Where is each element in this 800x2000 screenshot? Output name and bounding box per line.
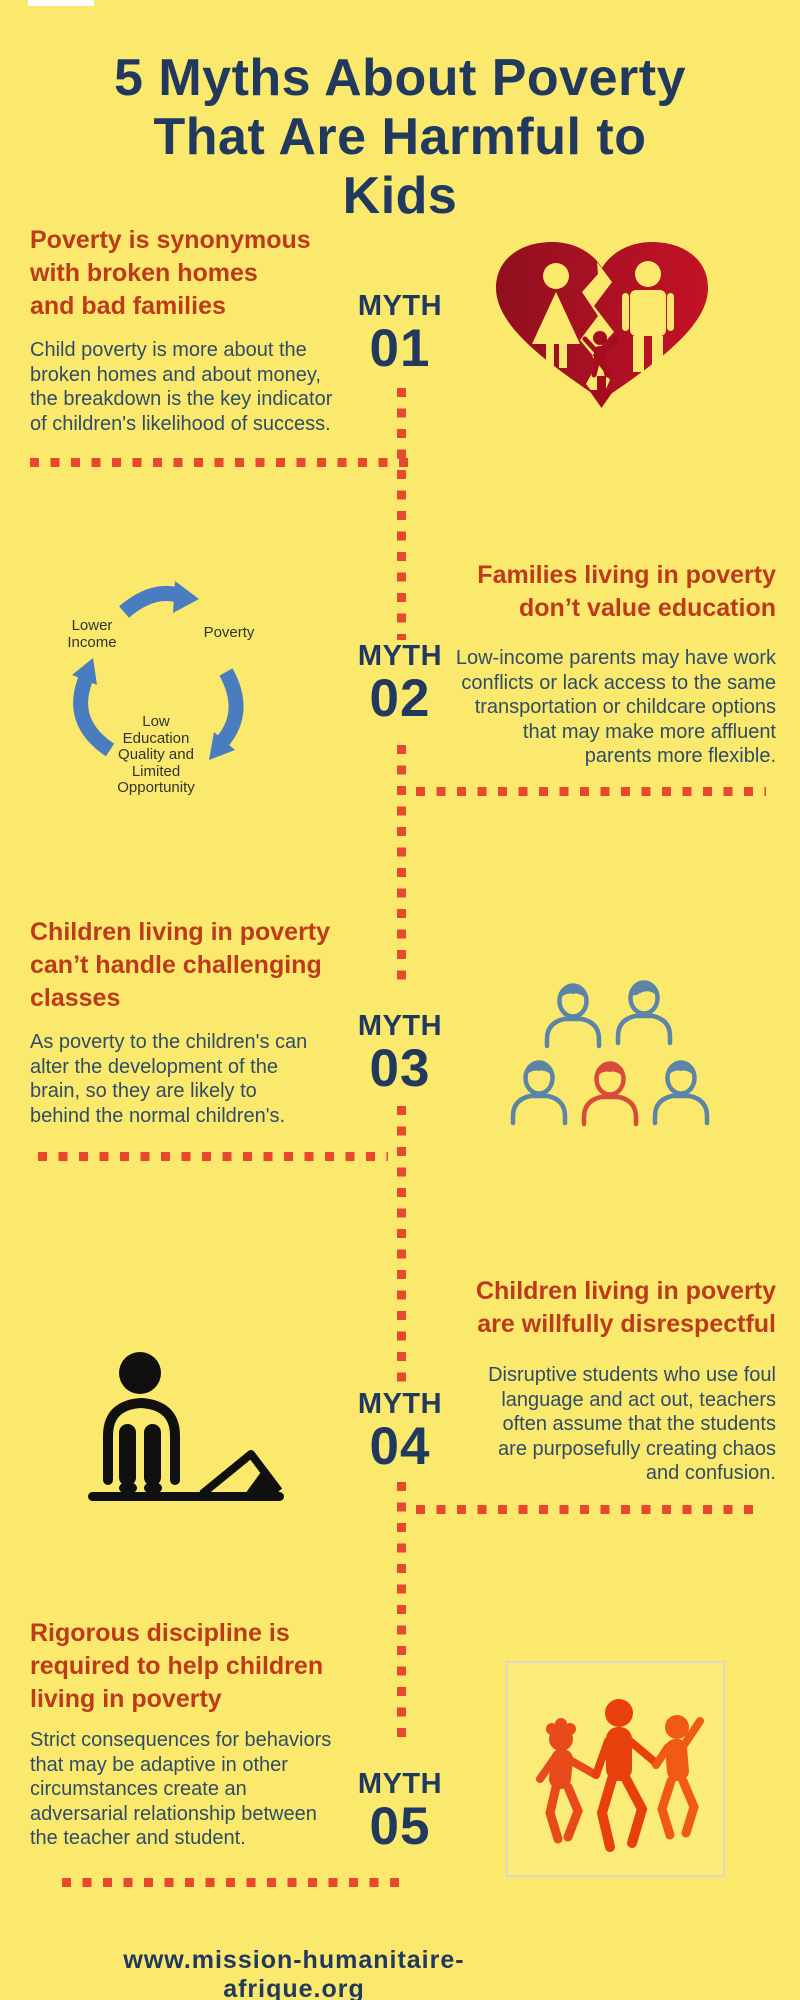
myth-05-heading: Rigorous discipline is required to help … — [30, 1619, 324, 1713]
dotted-line-horizontal — [416, 1505, 762, 1514]
dotted-line-horizontal — [38, 1152, 388, 1161]
students-avatars-icon — [496, 968, 740, 1138]
broken-heart-family-icon — [486, 236, 718, 412]
poverty-cycle-diagram: Lower Income Poverty Low Education Quali… — [46, 572, 264, 810]
running-children-icon — [506, 1661, 725, 1877]
myth-05-text: Rigorous discipline is required to help … — [30, 1617, 382, 1851]
cycle-label-lower-income: Lower Income — [67, 617, 117, 651]
dotted-line-vertical — [397, 388, 406, 640]
myth-01-body: Child poverty is more about the broken h… — [30, 339, 333, 435]
myth-04-body: Disruptive students who use foul languag… — [488, 1364, 776, 1484]
myth-02-body: Low-income parents may have work conflic… — [455, 647, 776, 767]
myth-02-label: MYTH 02 — [357, 640, 443, 728]
myth-04-text: Children living in poverty are willfully… — [424, 1275, 776, 1486]
myth-03-body: As poverty to the children's can alter t… — [30, 1031, 308, 1127]
dotted-line-vertical — [397, 745, 406, 990]
screenshot-artifact — [28, 0, 94, 6]
myth-05-label: MYTH 05 — [357, 1768, 443, 1856]
dotted-line-vertical — [397, 1106, 406, 1390]
myth-04-heading: Children living in poverty are willfully… — [475, 1277, 776, 1338]
dotted-line-horizontal — [416, 787, 766, 796]
myth-01-text: Poverty is synonymous with broken homes … — [30, 224, 382, 436]
cycle-label-poverty: Poverty — [203, 624, 255, 641]
dotted-line-horizontal — [62, 1878, 405, 1887]
myth-03-heading: Children living in poverty can’t handle … — [30, 918, 331, 1012]
dotted-line-horizontal — [30, 458, 408, 467]
myth-03-text: Children living in poverty can’t handle … — [30, 916, 382, 1128]
myth-04-label: MYTH 04 — [357, 1388, 443, 1476]
myth-05-body: Strict consequences for behaviors that m… — [30, 1729, 332, 1849]
myth-01-heading: Poverty is synonymous with broken homes … — [30, 226, 311, 320]
myth-02-text: Families living in poverty don’t value e… — [424, 559, 776, 769]
dotted-line-vertical — [397, 1482, 406, 1746]
page-title: 5 Myths About Poverty That Are Harmful t… — [114, 48, 686, 225]
myth-03-label: MYTH 03 — [357, 1010, 443, 1098]
myth-01-label: MYTH 01 — [357, 290, 443, 378]
sitting-sad-child-icon — [78, 1348, 296, 1504]
cycle-label-low-education: Low Education Quality and Limited Opport… — [117, 713, 195, 796]
website-url: www.mission-humanitaire-afrique.org — [123, 1946, 465, 2000]
myth-02-heading: Families living in poverty don’t value e… — [477, 561, 776, 622]
